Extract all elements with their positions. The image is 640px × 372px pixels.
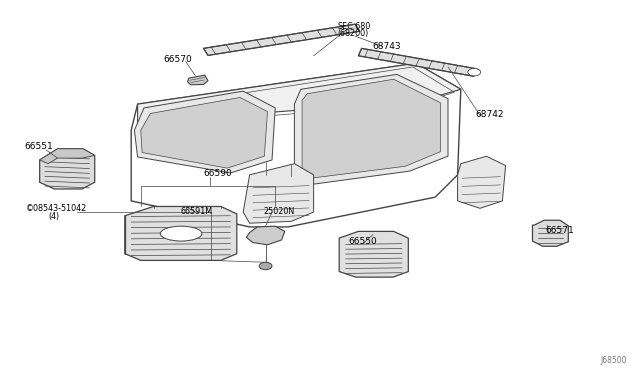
Polygon shape (246, 226, 285, 245)
Polygon shape (40, 149, 95, 164)
Text: 68742: 68742 (475, 110, 504, 119)
Text: 66571: 66571 (545, 226, 574, 235)
Text: 66591M: 66591M (180, 207, 212, 216)
Circle shape (259, 262, 272, 270)
Polygon shape (532, 220, 568, 246)
Polygon shape (188, 75, 208, 85)
Polygon shape (138, 63, 461, 123)
Text: 66550: 66550 (349, 237, 378, 246)
Text: (4): (4) (49, 212, 60, 221)
Polygon shape (339, 231, 408, 277)
Text: 25020N: 25020N (264, 207, 295, 216)
Polygon shape (125, 206, 237, 260)
Circle shape (468, 68, 481, 76)
Polygon shape (302, 79, 440, 179)
Polygon shape (141, 97, 268, 168)
Polygon shape (134, 91, 275, 173)
Polygon shape (204, 24, 360, 55)
Polygon shape (243, 164, 314, 223)
Text: 66551: 66551 (24, 142, 53, 151)
Polygon shape (40, 149, 95, 189)
Polygon shape (294, 74, 448, 184)
Polygon shape (458, 156, 506, 208)
Text: J68500: J68500 (601, 356, 627, 365)
Polygon shape (131, 63, 461, 227)
Text: 66590: 66590 (204, 169, 232, 178)
Text: SEC.680: SEC.680 (337, 22, 371, 31)
Ellipse shape (160, 226, 202, 241)
Text: 68743: 68743 (372, 42, 401, 51)
Polygon shape (358, 48, 477, 76)
Text: 66570: 66570 (163, 55, 192, 64)
Text: (68200): (68200) (337, 29, 369, 38)
Text: ©08543-51042: ©08543-51042 (26, 204, 87, 213)
